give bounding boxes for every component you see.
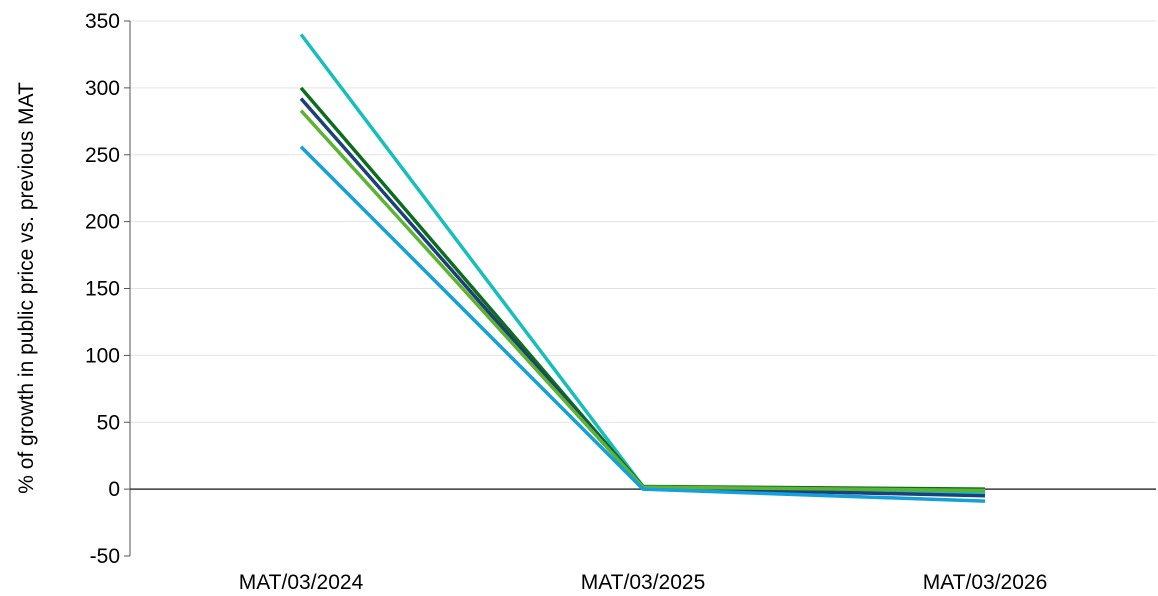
y-tick-label: 100 <box>85 344 120 367</box>
gridlines <box>130 20 1156 423</box>
x-tick-label: MAT/03/2026 <box>923 571 1048 594</box>
y-axis-title: % of growth in public price vs. previous… <box>15 82 38 494</box>
y-tick-label: 50 <box>97 411 120 434</box>
x-axis-tick-labels: MAT/03/2024 MAT/03/2025 MAT/03/2026 <box>239 571 1048 594</box>
y-tick-label: 250 <box>85 144 120 167</box>
x-tick-label: MAT/03/2024 <box>239 571 364 594</box>
series-line-3 <box>299 97 986 498</box>
y-tick-label: 200 <box>85 211 120 234</box>
y-axis-tick-labels: -50 0 50 100 150 200 250 300 350 <box>85 10 120 568</box>
series-line-5 <box>299 145 986 503</box>
y-tick-label: 300 <box>85 77 120 100</box>
y-tick-label: 350 <box>85 10 120 33</box>
x-tick-label: MAT/03/2025 <box>581 571 706 594</box>
y-tick-label: 150 <box>85 278 120 301</box>
series-line-1 <box>299 33 986 495</box>
series-lines <box>299 33 986 503</box>
y-tick-label: -50 <box>90 545 120 568</box>
y-tick-label: 0 <box>108 478 120 501</box>
